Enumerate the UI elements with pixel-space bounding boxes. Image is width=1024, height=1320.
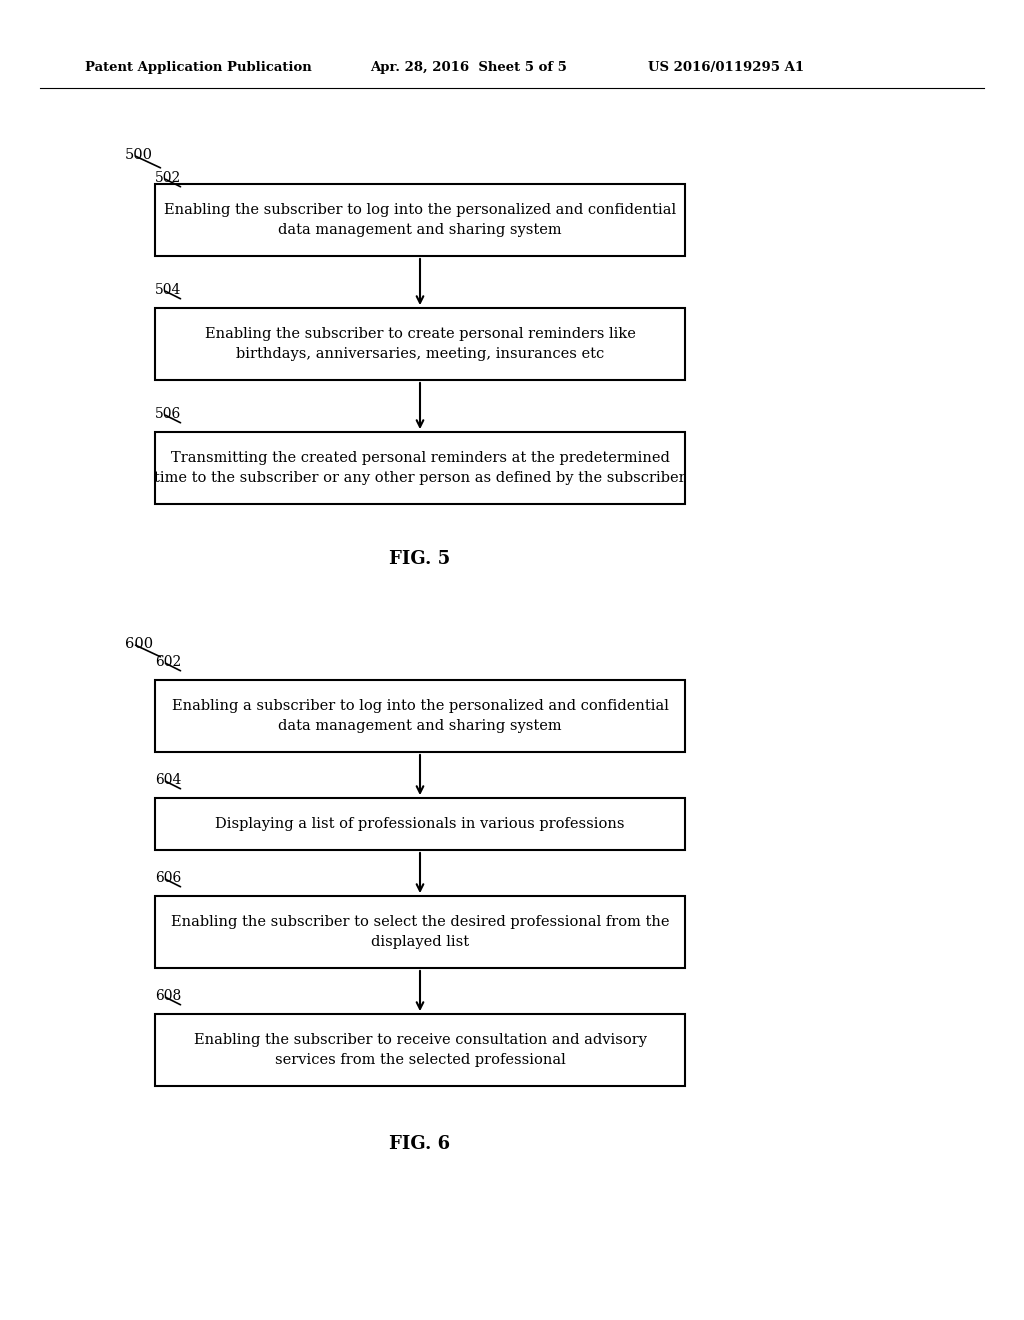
Text: FIG. 6: FIG. 6 <box>389 1135 451 1152</box>
Text: FIG. 5: FIG. 5 <box>389 550 451 568</box>
Text: Enabling the subscriber to receive consultation and advisory
services from the s: Enabling the subscriber to receive consu… <box>194 1034 646 1067</box>
Text: Transmitting the created personal reminders at the predetermined
time to the sub: Transmitting the created personal remind… <box>155 451 686 484</box>
Text: 504: 504 <box>155 282 181 297</box>
Bar <box>155 183 685 256</box>
Text: Enabling the subscriber to create personal reminders like
birthdays, anniversari: Enabling the subscriber to create person… <box>205 327 636 360</box>
Text: 608: 608 <box>155 989 181 1003</box>
Text: Displaying a list of professionals in various professions: Displaying a list of professionals in va… <box>215 817 625 832</box>
Bar <box>155 680 685 752</box>
Bar <box>155 1014 685 1086</box>
Bar <box>155 799 685 850</box>
Text: 600: 600 <box>125 638 154 651</box>
Text: Patent Application Publication: Patent Application Publication <box>85 62 311 74</box>
Text: US 2016/0119295 A1: US 2016/0119295 A1 <box>648 62 804 74</box>
Bar <box>155 896 685 968</box>
Bar <box>155 308 685 380</box>
Text: 606: 606 <box>155 871 181 884</box>
Text: 502: 502 <box>155 172 181 185</box>
Bar <box>155 432 685 504</box>
Text: Enabling the subscriber to log into the personalized and confidential
data manag: Enabling the subscriber to log into the … <box>164 203 676 236</box>
Text: Enabling the subscriber to select the desired professional from the
displayed li: Enabling the subscriber to select the de… <box>171 915 670 949</box>
Text: 506: 506 <box>155 407 181 421</box>
Text: 500: 500 <box>125 148 153 162</box>
Text: 604: 604 <box>155 774 181 787</box>
Text: 602: 602 <box>155 655 181 669</box>
Text: Enabling a subscriber to log into the personalized and confidential
data managem: Enabling a subscriber to log into the pe… <box>172 700 669 733</box>
Text: Apr. 28, 2016  Sheet 5 of 5: Apr. 28, 2016 Sheet 5 of 5 <box>370 62 567 74</box>
